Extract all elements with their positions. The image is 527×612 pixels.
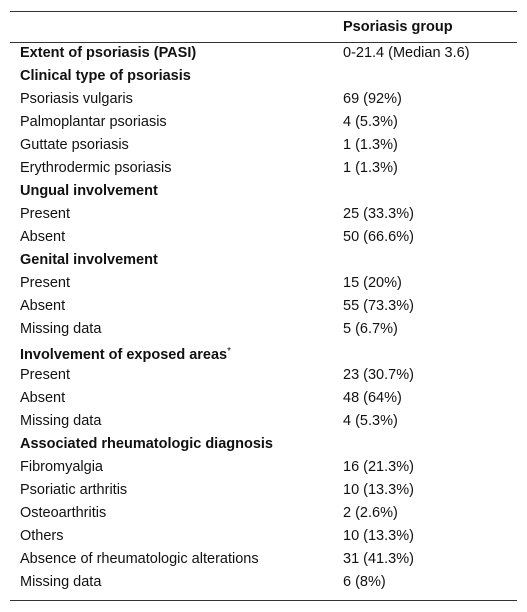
footnote-marker: * — [227, 346, 232, 357]
row-value: 2 (2.6%) — [343, 505, 398, 521]
section-label: Clinical type of psoriasis — [20, 66, 191, 86]
label-text: Psoriasis vulgaris — [20, 91, 133, 107]
section-label: Ungual involvement — [20, 181, 158, 201]
row-label: Palmoplantar psoriasis — [20, 112, 167, 132]
label-text: Present — [20, 206, 70, 222]
label-text: Others — [20, 528, 64, 544]
label-text: Missing data — [20, 413, 102, 429]
row-value: 69 (92%) — [343, 91, 402, 107]
top-rule — [10, 11, 517, 12]
row-label: Absent — [20, 227, 65, 247]
label-text: Present — [20, 367, 70, 383]
row-label: Erythrodermic psoriasis — [20, 158, 172, 178]
section-label: Associated rheumatologic diagnosis — [20, 434, 273, 454]
section-label: Extent of psoriasis (PASI) — [20, 43, 196, 63]
label-text: Erythrodermic psoriasis — [20, 160, 172, 176]
label-text: Absent — [20, 229, 66, 245]
row-label: Missing data — [20, 572, 101, 592]
bottom-rule — [10, 600, 517, 601]
label-text: Fibromyalgia — [20, 459, 103, 475]
row-value: 4 (5.3%) — [343, 413, 398, 429]
row-value: 23 (30.7%) — [343, 367, 414, 383]
row-label: Psoriasis vulgaris — [20, 89, 133, 109]
row-value: 0-21.4 (Median 3.6) — [343, 45, 470, 61]
label-text: Psoriatic arthritis — [20, 482, 128, 498]
label-text: Absence of rheumatologic alterations — [20, 551, 259, 567]
label-text: Guttate psoriasis — [20, 137, 129, 153]
row-value: 4 (5.3%) — [343, 114, 398, 130]
label-text: Clinical type of psoriasis — [20, 68, 191, 84]
row-value: 10 (13.3%) — [343, 528, 414, 544]
label-text: Associated rheumatologic diagnosis — [20, 436, 273, 452]
row-value: 50 (66.6%) — [343, 229, 414, 245]
row-value: 5 (6.7%) — [343, 321, 398, 337]
row-value: 55 (73.3%) — [343, 298, 414, 314]
row-value: 15 (20%) — [343, 275, 402, 291]
label-text: Involvement of exposed areas — [20, 347, 228, 363]
section-label: Involvement of exposed areas* — [20, 342, 231, 365]
label-text: Ungual involvement — [20, 183, 158, 199]
row-label: Fibromyalgia — [20, 457, 103, 477]
label-text: Absent — [20, 298, 66, 314]
header-rule — [10, 42, 517, 43]
row-value: 6 (8%) — [343, 574, 386, 590]
column-header: Psoriasis group — [343, 19, 453, 35]
row-label: Present — [20, 204, 70, 224]
row-label: Missing data — [20, 319, 101, 339]
label-text: Osteoarthritis — [20, 505, 107, 521]
row-label: Guttate psoriasis — [20, 135, 129, 155]
row-label: Absent — [20, 388, 65, 408]
row-label: Osteoarthritis — [20, 503, 106, 523]
row-value: 10 (13.3%) — [343, 482, 414, 498]
row-value: 25 (33.3%) — [343, 206, 414, 222]
section-label: Genital involvement — [20, 250, 158, 270]
row-value: 16 (21.3%) — [343, 459, 414, 475]
label-text: Present — [20, 275, 70, 291]
row-value: 1 (1.3%) — [343, 160, 398, 176]
label-text: Missing data — [20, 321, 102, 337]
row-label: Present — [20, 365, 70, 385]
row-label: Absence of rheumatologic alterations — [20, 549, 259, 569]
row-value: 48 (64%) — [343, 390, 402, 406]
label-text: Missing data — [20, 574, 102, 590]
row-label: Psoriatic arthritis — [20, 480, 127, 500]
row-label: Others — [20, 526, 64, 546]
label-text: Palmoplantar psoriasis — [20, 114, 167, 130]
label-text: Extent of psoriasis (PASI) — [20, 45, 197, 61]
label-text: Absent — [20, 390, 66, 406]
row-value: 1 (1.3%) — [343, 137, 398, 153]
row-label: Missing data — [20, 411, 101, 431]
row-value: 31 (41.3%) — [343, 551, 414, 567]
label-text: Genital involvement — [20, 252, 158, 268]
row-label: Present — [20, 273, 70, 293]
row-label: Absent — [20, 296, 65, 316]
